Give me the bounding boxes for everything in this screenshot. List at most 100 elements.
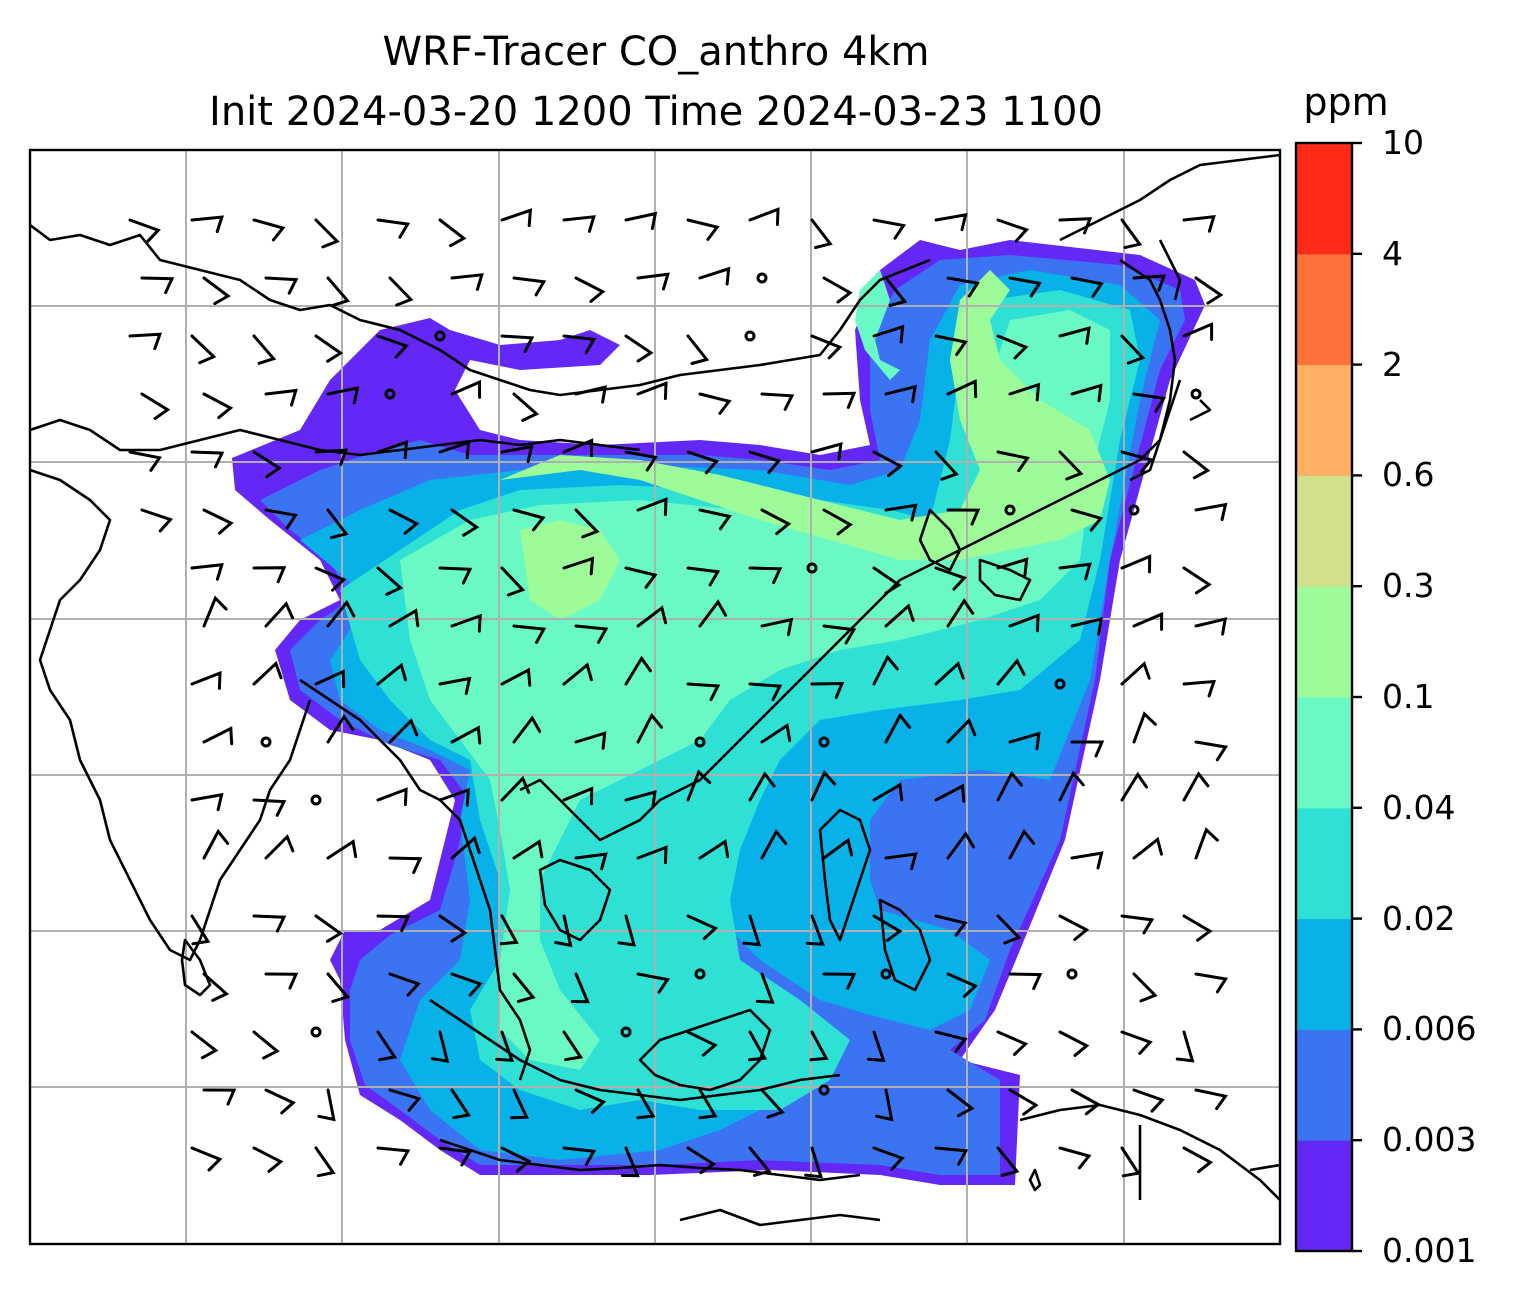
wind-barb (562, 215, 596, 233)
wind-barb (934, 566, 967, 591)
wind-barb (934, 783, 966, 803)
wind-barb (450, 835, 481, 860)
wind-barb (822, 508, 853, 536)
wind-barb (252, 334, 277, 365)
wind-barb (636, 972, 671, 994)
wind-barb (190, 450, 225, 469)
wind-barb (570, 972, 590, 1004)
wind-barb (636, 845, 668, 865)
wind-barb (1132, 274, 1167, 292)
wind-barb (202, 1088, 237, 1106)
wind-barb (140, 508, 174, 533)
wind-barb (499, 914, 519, 946)
wind-barb (438, 676, 472, 695)
wind-barb (1120, 1146, 1141, 1178)
wind-barb (1120, 334, 1146, 365)
wind-barb (1070, 617, 1104, 636)
wind-barb (252, 218, 286, 242)
wind-barb (946, 717, 977, 744)
wind-barb (1058, 562, 1092, 581)
colorbar-tick-label: 0.006 (1382, 1009, 1477, 1049)
wind-barb (748, 207, 780, 226)
wind-barb (264, 388, 298, 407)
wind-barb (996, 557, 1029, 577)
wind-barb (512, 839, 544, 860)
colorbar-segment (1296, 586, 1352, 698)
wind-barb (128, 450, 162, 472)
colorbar-tick-label: 0.3 (1382, 566, 1435, 606)
wind-barb (810, 681, 845, 700)
colorbar-tick-label: 0.02 (1382, 898, 1456, 938)
wind-barb (946, 276, 980, 298)
calm-wind-marker (1004, 504, 1016, 516)
gridlines (30, 150, 1280, 1244)
wind-barb (314, 1146, 336, 1178)
wind-barb (574, 1088, 607, 1114)
wind-barb (202, 392, 234, 420)
calm-wind-marker (1190, 388, 1202, 400)
wind-barb (624, 566, 658, 589)
wind-barb (512, 972, 536, 1003)
wind-barb (1182, 1146, 1214, 1174)
wind-barb (326, 713, 355, 744)
wind-barb (996, 334, 1029, 360)
wind-barb (326, 508, 349, 540)
wind-barb (996, 450, 1030, 473)
calm-wind-marker (260, 736, 272, 748)
wind-barb (1132, 711, 1157, 744)
wind-barb (760, 508, 792, 536)
wind-barb (388, 608, 420, 628)
wind-barb (698, 839, 730, 860)
wind-barb (810, 218, 833, 250)
colorbar-segment (1296, 143, 1352, 255)
colorbar-tick-label: 0.1 (1382, 677, 1435, 716)
wind-barb (314, 334, 344, 363)
colorbar (1294, 141, 1362, 1253)
wind-barb (755, 972, 775, 1004)
wind-barb (1132, 392, 1167, 413)
wind-barb (1008, 1088, 1039, 1116)
wind-barb (264, 276, 299, 295)
wind-barb (1008, 731, 1041, 751)
colorbar-ticks (1352, 141, 1362, 1253)
wind-barb (1008, 828, 1036, 860)
wind-barb (574, 852, 608, 871)
map-title: WRF-Tracer CO_anthro 4km (382, 29, 930, 75)
calm-wind-marker (310, 794, 322, 806)
wind-barb (872, 566, 902, 595)
wind-barb (624, 789, 657, 809)
colorbar-segment (1296, 697, 1352, 809)
wind-barb (376, 662, 407, 686)
calm-wind-marker (1066, 968, 1078, 980)
wind-barb (376, 334, 409, 359)
colorbar-segment (1296, 253, 1352, 366)
wind-barb (314, 218, 340, 249)
wind-barb (554, 914, 573, 948)
wind-barb (996, 1146, 1020, 1177)
wind-barb (996, 914, 1022, 945)
wind-barb (1120, 450, 1154, 474)
wind-barb (996, 770, 1023, 802)
calm-wind-marker (756, 272, 768, 284)
calm-wind-marker (818, 736, 830, 748)
colorbar-tick-label: 10 (1382, 123, 1424, 162)
wind-barb (202, 595, 228, 628)
wind-barb (1070, 383, 1103, 403)
wind-barb (1182, 566, 1212, 595)
wind-barb (822, 837, 854, 860)
wind-barb (388, 972, 421, 997)
wind-barb (1132, 1088, 1165, 1113)
wind-barb (326, 839, 358, 860)
wind-barb (438, 787, 470, 807)
wind-barb (1194, 1088, 1228, 1111)
wind-barb (934, 334, 968, 356)
wind-barb (450, 972, 483, 997)
wind-barb (636, 1088, 656, 1120)
wind-barb (686, 1030, 718, 1057)
wind-barb (636, 381, 668, 400)
wind-barb (388, 718, 419, 744)
wind-barb (760, 1088, 785, 1119)
wind-barb (1194, 972, 1229, 994)
wind-barb (760, 722, 792, 744)
wind-barb (1008, 613, 1040, 633)
